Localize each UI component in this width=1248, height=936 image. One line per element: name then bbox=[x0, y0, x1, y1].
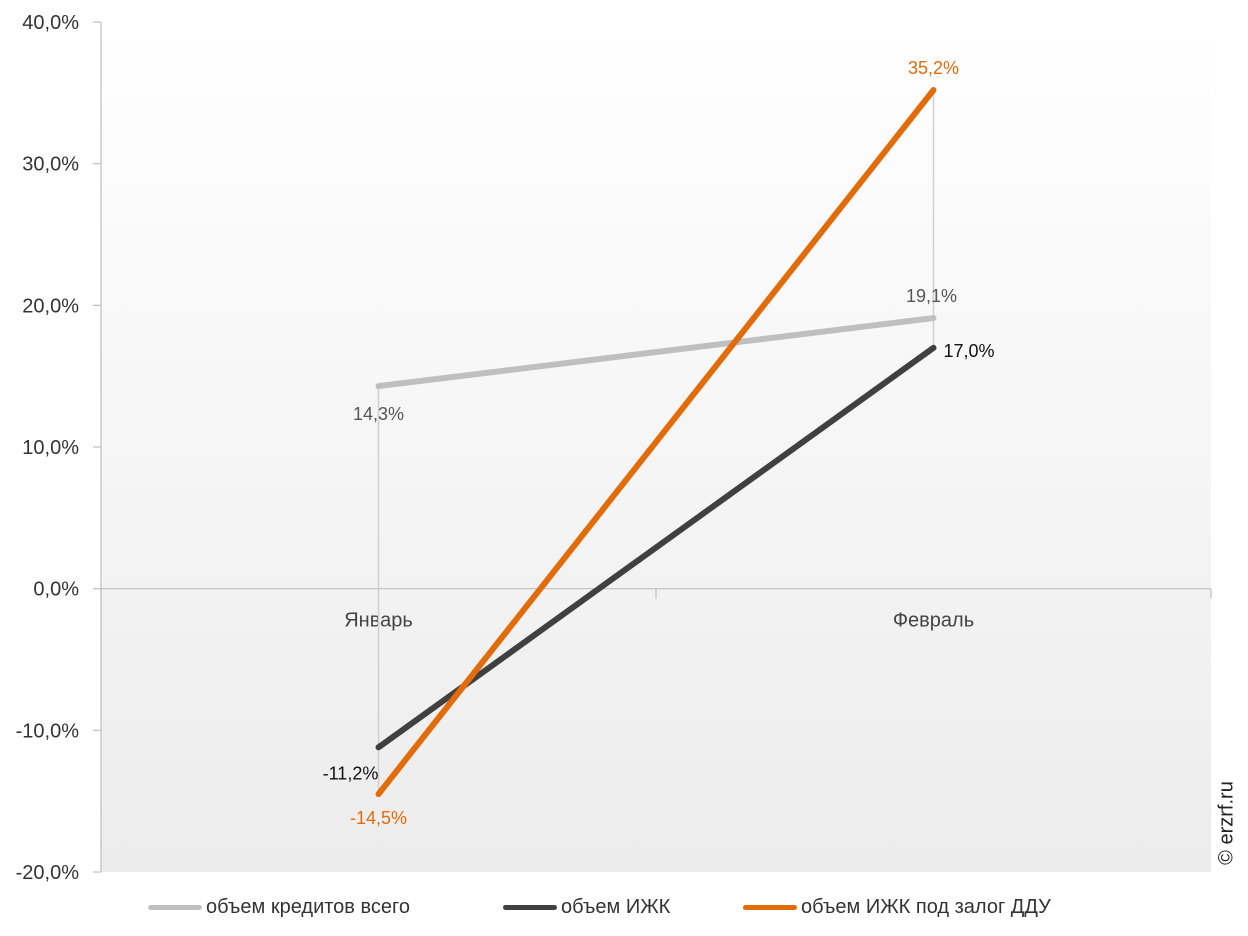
data-label: -14,5% bbox=[350, 808, 407, 828]
data-label: 19,1% bbox=[906, 286, 957, 306]
legend-item-izhk-ddu[interactable]: объем ИЖК под залог ДДУ bbox=[743, 896, 1051, 919]
legend-label-total-credits: объем кредитов всего bbox=[206, 896, 410, 918]
legend-swatch-izhk bbox=[503, 905, 557, 910]
axes: 40,0%30,0%20,0%10,0%0,0%-10,0%-20,0%Янва… bbox=[16, 12, 1212, 884]
y-tick-label: -20,0% bbox=[16, 862, 80, 884]
data-label: 17,0% bbox=[944, 341, 995, 361]
data-labels: 14,3% 19,1% -11,2% 17,0% -14,5% 35,2% bbox=[323, 58, 995, 828]
y-tick-label: 30,0% bbox=[22, 154, 79, 176]
data-label: 35,2% bbox=[908, 58, 959, 78]
legend-label-izhk-ddu: объем ИЖК под залог ДДУ bbox=[801, 896, 1051, 918]
drop-lines bbox=[377, 90, 935, 795]
y-tick-label: 0,0% bbox=[33, 579, 79, 601]
legend-label-izhk: объем ИЖК bbox=[561, 896, 671, 918]
y-tick-label: 40,0% bbox=[22, 12, 79, 34]
data-label: 14,3% bbox=[353, 404, 404, 424]
legend-swatch-total-credits bbox=[148, 905, 202, 910]
series-line-2 bbox=[375, 87, 937, 798]
plot-background bbox=[101, 22, 1211, 872]
legend-item-izhk[interactable]: объем ИЖК bbox=[503, 896, 670, 919]
y-tick-label: 20,0% bbox=[22, 295, 79, 317]
data-label: -11,2% bbox=[323, 763, 379, 783]
watermark-text: © erzrf.ru bbox=[1215, 781, 1238, 865]
x-category-label: Февраль bbox=[893, 610, 974, 632]
legend-item-total-credits[interactable]: объем кредитов всего bbox=[148, 896, 410, 919]
y-tick-label: 10,0% bbox=[22, 437, 79, 459]
series-line-0 bbox=[375, 315, 937, 390]
legend-swatch-izhk-ddu bbox=[743, 905, 797, 910]
y-tick-label: -10,0% bbox=[16, 720, 80, 742]
watermark: © erzrf.ru bbox=[1212, 768, 1242, 878]
series-lines bbox=[375, 87, 937, 798]
